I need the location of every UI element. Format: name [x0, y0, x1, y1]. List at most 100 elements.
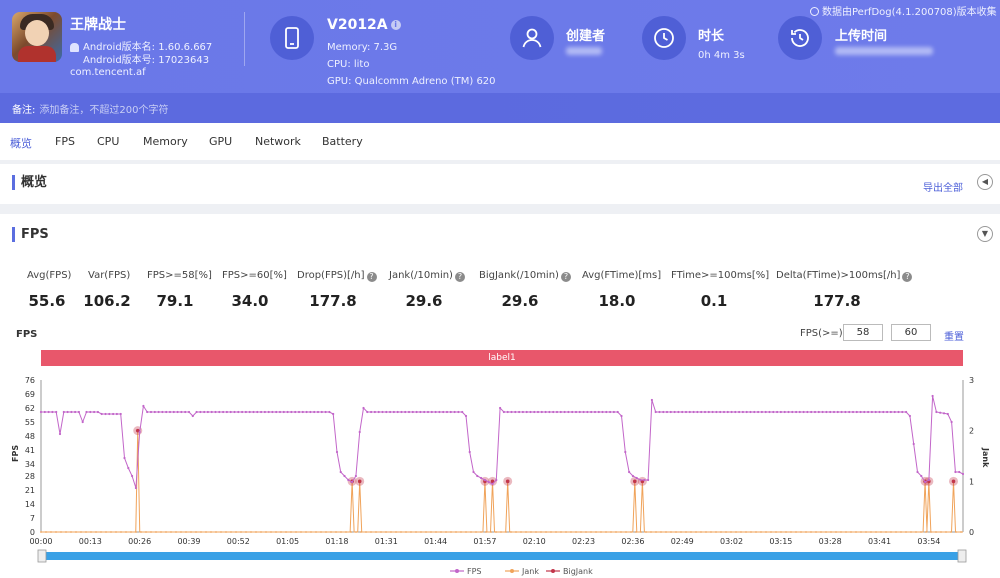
fps-point: [760, 410, 764, 414]
jank-series-line-baseline-point: [415, 531, 417, 533]
jank-series-line-baseline-point: [580, 531, 582, 533]
tab-battery[interactable]: Battery: [322, 135, 363, 148]
metric-label: Avg(FPS): [27, 270, 72, 281]
jank-series-line-baseline-point: [320, 531, 322, 533]
fps-chart[interactable]: 0 7 14 21 28 34 41 48 55 62 69 76 0 1 2 3 FPS Jank 00:00 00…: [0, 362, 1000, 578]
fps-point: [453, 410, 456, 414]
jank-series-line-baseline-point: [180, 531, 182, 533]
fps-point: [138, 430, 141, 434]
fps-point: [445, 410, 449, 414]
fps-point: [722, 410, 726, 414]
jank-series-line-baseline-point: [550, 531, 552, 533]
fps-point: [278, 410, 282, 414]
fps-point: [343, 474, 346, 478]
note-bar[interactable]: 备注: 添加备注，不超过200个字符: [0, 93, 1000, 123]
export-all-link[interactable]: 导出全部: [923, 183, 963, 194]
fps-point: [275, 410, 278, 414]
fps-point: [47, 410, 50, 414]
jank-series-line-baseline-point: [170, 531, 172, 533]
fps-point: [745, 410, 748, 414]
tab-gpu[interactable]: GPU: [209, 135, 233, 148]
help-icon[interactable]: ?: [560, 272, 571, 282]
fps-point: [184, 410, 187, 414]
jank-series-line-baseline-point: [945, 531, 947, 533]
jank-series-line-baseline-point: [350, 531, 352, 533]
note-input[interactable]: 添加备注，不超过200个字符: [39, 105, 169, 116]
jank-series-line-baseline-point: [690, 531, 692, 533]
jank-series-line-baseline-point: [475, 531, 477, 533]
fps-point: [146, 410, 149, 414]
y-tick-label: 76: [25, 376, 35, 385]
tab-memory[interactable]: Memory: [143, 135, 188, 148]
jank-series-line-baseline-point: [65, 531, 67, 533]
fps-point: [282, 410, 285, 414]
fps-point: [260, 410, 263, 414]
jank-series-line-baseline-point: [335, 531, 337, 533]
y-tick-label: 7: [30, 514, 35, 523]
fps-point: [548, 410, 551, 414]
fps-point: [233, 410, 236, 414]
fps-point: [229, 410, 232, 414]
fps-point: [730, 410, 733, 414]
tab-network[interactable]: Network: [255, 135, 301, 148]
jank-series-line-baseline-point: [935, 531, 937, 533]
fps-point: [70, 410, 73, 414]
jank-series-line-baseline-point: [885, 531, 887, 533]
legend-jank-marker[interactable]: [510, 569, 514, 573]
fps-point: [407, 410, 411, 414]
tab-fps[interactable]: FPS: [55, 135, 75, 148]
legend-fps-marker[interactable]: [455, 569, 459, 573]
jank-series-line-baseline-point: [745, 531, 747, 533]
metric-label: Drop(FPS)[/h]?: [297, 270, 377, 282]
jank-series-line-baseline-point: [280, 531, 282, 533]
jank-series-line-baseline-point: [765, 531, 767, 533]
collapse-down-icon[interactable]: ▼: [977, 226, 993, 242]
tab-cpu[interactable]: CPU: [97, 135, 120, 148]
info-icon[interactable]: i: [390, 20, 401, 30]
metric-value: 34.0: [231, 292, 269, 310]
fps-point: [237, 410, 240, 414]
y2-tick-label: 2: [969, 427, 974, 436]
threshold-input-1[interactable]: [843, 324, 883, 341]
legend-bigjank-marker[interactable]: [551, 569, 555, 573]
fps-point: [612, 410, 616, 414]
x-tick-label: 03:28: [819, 537, 842, 546]
fps-point: [366, 410, 369, 414]
jank-series-line-baseline-point: [465, 531, 467, 533]
help-icon[interactable]: ?: [454, 272, 465, 282]
collapse-left-icon[interactable]: ◀: [977, 174, 993, 190]
fps-point: [574, 410, 578, 414]
fps-point: [385, 410, 388, 414]
fps-point: [506, 410, 509, 414]
help-icon[interactable]: ?: [366, 272, 377, 282]
fps-point: [555, 410, 559, 414]
x-tick-label: 02:23: [572, 537, 595, 546]
label-bar[interactable]: label1: [41, 350, 963, 366]
fps-point: [521, 410, 525, 414]
fps-point: [715, 410, 718, 414]
jank-series-line-baseline-point: [790, 531, 792, 533]
fps-point: [55, 410, 58, 414]
time-scrollbar[interactable]: [41, 552, 963, 560]
threshold-input-2[interactable]: [891, 324, 931, 341]
fps-point: [316, 410, 320, 414]
reset-link[interactable]: 重置: [944, 332, 964, 343]
tab-overview[interactable]: 概览: [10, 137, 32, 150]
fps-point: [510, 410, 513, 414]
fps-point: [214, 410, 217, 414]
jank-series-line-baseline-point: [190, 531, 192, 533]
package-name: com.tencent.af: [70, 67, 146, 78]
jank-series-line-baseline-point: [220, 531, 222, 533]
fps-point: [502, 410, 505, 414]
jank-series-line-baseline-point: [890, 531, 892, 533]
jank-series-line-baseline-point: [955, 531, 957, 533]
fps-point: [483, 478, 486, 482]
x-tick-label: 03:54: [917, 537, 940, 546]
fps-point: [39, 410, 43, 414]
scroll-handle-left[interactable]: [37, 549, 47, 563]
help-icon[interactable]: ?: [902, 272, 913, 282]
x-tick-label: 03:41: [868, 537, 891, 546]
scroll-handle-right[interactable]: [957, 549, 967, 563]
fps-point: [514, 410, 517, 414]
metric-label: FTime>=100ms[%]: [671, 270, 770, 281]
